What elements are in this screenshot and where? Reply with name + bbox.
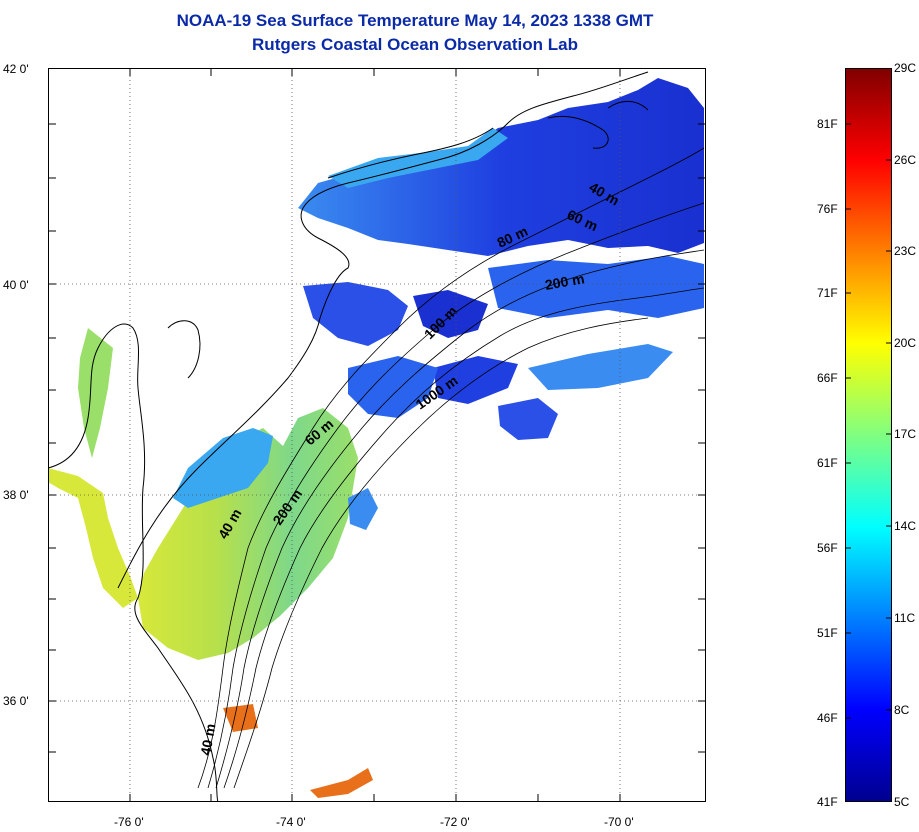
colorbar-c-label: 20C — [894, 336, 917, 350]
colorbar-c-label: 26C — [894, 153, 917, 167]
sst-patch-scattered — [348, 488, 378, 530]
sst-patch-offshore-5 — [528, 344, 673, 390]
sst-patch-offshore-6 — [498, 398, 558, 440]
sst-patch-shelf-blue — [173, 428, 273, 508]
sst-patch-offshore-2 — [413, 290, 488, 338]
colorbar-f-label: 71F — [817, 286, 838, 300]
sst-patch-offshore-3 — [488, 256, 704, 318]
colorbar-f-label: 56F — [817, 541, 838, 555]
colorbar-f-label: 81F — [817, 117, 838, 131]
colorbar-f-label: 61F — [817, 456, 838, 470]
bathymetry-contours — [197, 147, 705, 789]
contour-label: 40 m — [197, 722, 218, 756]
lon-label-76: -76 0' — [114, 815, 144, 829]
lon-label-72: -72 0' — [440, 815, 470, 829]
map-title: NOAA-19 Sea Surface Temperature May 14, … — [176, 11, 654, 30]
sst-patch-warm-south — [223, 704, 258, 732]
sst-patch-offshore-1 — [303, 282, 408, 346]
lat-label-36: 36 0' — [3, 694, 29, 708]
lat-label-38: 38 0' — [3, 488, 29, 502]
colorbar-c-label: 29C — [894, 61, 917, 75]
tick-marks — [48, 68, 706, 802]
colorbar-f-label: 41F — [817, 795, 838, 809]
colorbar-c-label: 11C — [894, 611, 916, 625]
colorbar-c-label: 23C — [894, 244, 917, 258]
lat-label-42: 42 0' — [3, 62, 29, 76]
colorbar — [845, 68, 892, 802]
sst-patch-delaware-bay — [78, 328, 113, 458]
sst-patch-longisland — [328, 128, 508, 188]
colorbar-f-label: 46F — [817, 711, 838, 725]
sst-map: 40 m 60 m 80 m 200 m 100 m 1000 m 60 m 2… — [48, 68, 706, 802]
coastline — [48, 71, 649, 802]
sst-patch-warm-gulfstream — [310, 768, 373, 798]
map-frame — [48, 68, 706, 802]
lon-label-70: -70 0' — [604, 815, 634, 829]
grid — [48, 68, 706, 802]
colorbar-gradient — [845, 68, 892, 802]
contour-3000m — [233, 317, 649, 789]
sst-patch-chesapeake — [48, 468, 138, 608]
colorbar-c-label: 5C — [894, 795, 910, 809]
map-subtitle: Rutgers Coastal Ocean Observation Lab — [252, 35, 578, 54]
contour-40m — [197, 147, 705, 789]
sst-patch-shelf — [138, 408, 358, 660]
colorbar-c-label: 17C — [894, 427, 917, 441]
colorbar-f-label: 76F — [817, 202, 838, 216]
colorbar-f-label: 51F — [817, 626, 838, 640]
colorbar-c-label: 14C — [894, 519, 917, 533]
colorbar-c-label: 8C — [894, 703, 910, 717]
lon-label-74: -74 0' — [276, 815, 306, 829]
sst-patch-northeast — [298, 78, 704, 256]
contour-60m — [207, 202, 705, 789]
lat-label-40: 40 0' — [3, 278, 29, 292]
contour-1000m — [223, 287, 705, 789]
contour-label: 200 m — [544, 270, 586, 293]
contour-200m — [215, 249, 705, 789]
colorbar-f-label: 66F — [817, 371, 838, 385]
sst-patch-mid-atlantic — [348, 356, 438, 418]
